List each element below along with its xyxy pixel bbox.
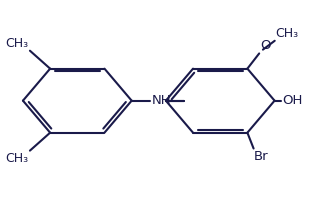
Text: OH: OH: [282, 94, 303, 107]
Text: Br: Br: [254, 150, 269, 163]
Text: CH₃: CH₃: [276, 27, 299, 40]
Text: NH: NH: [152, 94, 171, 107]
Text: O: O: [260, 39, 271, 52]
Text: CH₃: CH₃: [5, 37, 28, 50]
Text: CH₃: CH₃: [5, 152, 28, 165]
